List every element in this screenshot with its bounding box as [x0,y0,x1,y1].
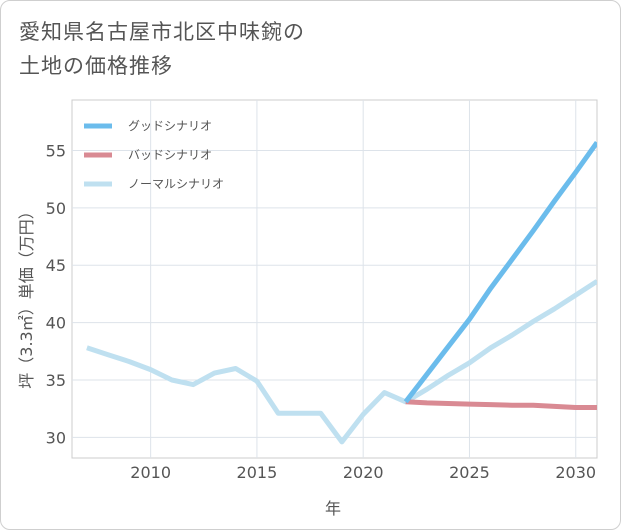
series-line-normal [86,279,597,445]
legend-label: ノーマルシナリオ [128,177,224,191]
y-tick-label: 35 [46,371,66,390]
x-tick-label: 2015 [237,463,278,482]
plot-border [71,99,598,459]
x-tick-label: 2020 [343,463,384,482]
y-tick-label: 45 [46,256,66,275]
series-line-bad [405,399,597,410]
grid [71,99,598,459]
series-line-good [403,141,597,404]
series-lines [86,141,597,445]
x-tick-label: 2010 [130,463,171,482]
y-tick-label: 30 [46,428,66,447]
chart-title: 愛知県名古屋市北区中味鋺の 土地の価格推移 [19,15,305,83]
x-tick-label: 2025 [449,463,490,482]
legend-label: グッドシナリオ [128,119,212,133]
y-tick-label: 40 [46,314,66,333]
axes: 2010 2015 2020 2025 2030 30 35 40 45 50 55 [46,141,596,482]
y-tick-label: 50 [46,199,66,218]
y-axis-title: 坪（3.3㎡）単価（万円） [17,203,36,388]
title-line-2: 土地の価格推移 [19,54,173,78]
x-tick-label: 2030 [555,463,596,482]
y-tick-label: 55 [46,141,66,160]
legend-label: バッドシナリオ [128,148,212,162]
x-axis-title: 年 [325,499,341,518]
title-line-1: 愛知県名古屋市北区中味鋺の [19,20,305,44]
